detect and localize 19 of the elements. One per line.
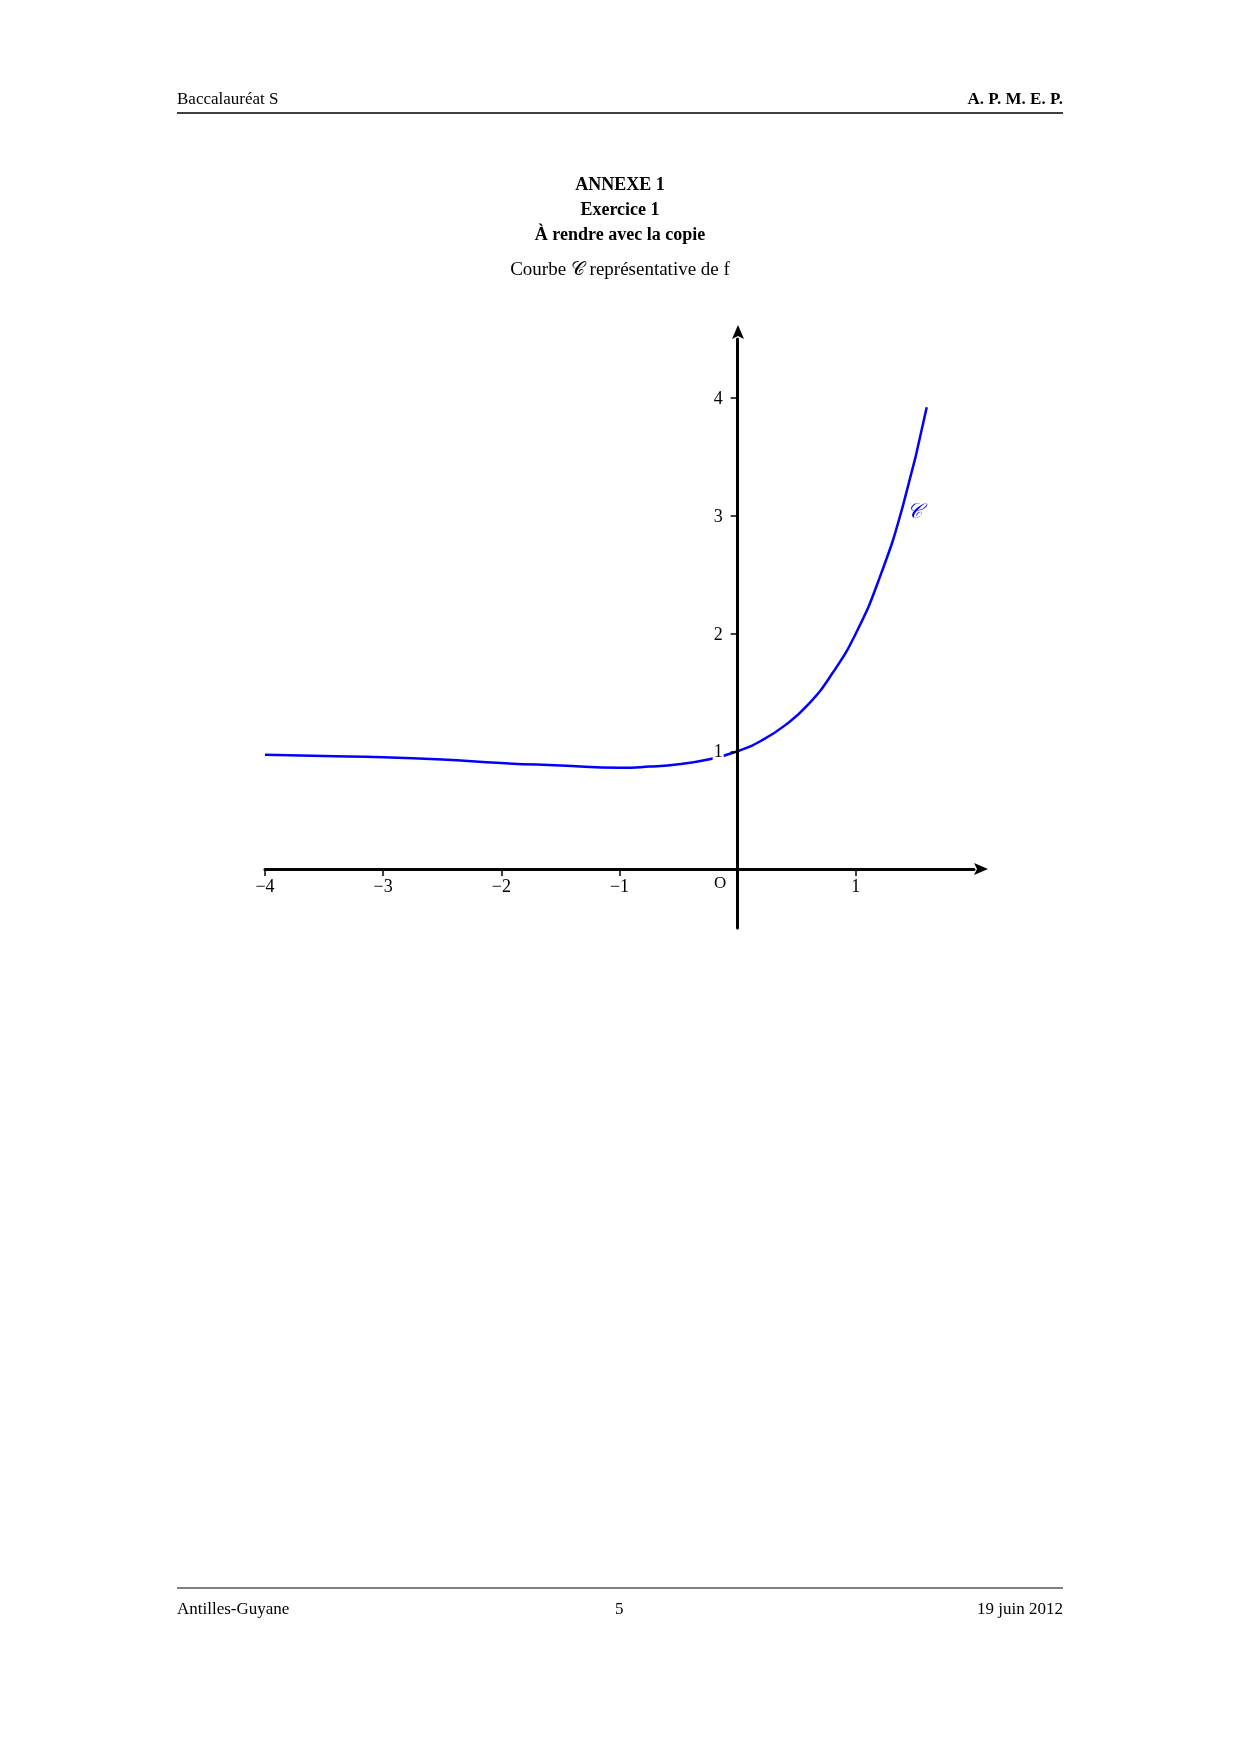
line-series (263, 406, 928, 770)
text: 5 (615, 1599, 624, 1618)
text: Antilles-Guyane (177, 1599, 290, 1618)
text: A. P. M. E. P. (967, 89, 1063, 108)
y-tick-label: 3 (713, 505, 723, 526)
x-tick-label: −1 (609, 876, 630, 897)
x-tick-label: −2 (491, 876, 511, 897)
annotation: 𝒞 (907, 498, 928, 523)
y-tick-label: 4 (713, 387, 723, 408)
x-tick-label: −3 (373, 876, 393, 897)
annotation: O (714, 873, 727, 892)
chart-title: ANNEXE 1 Exercice 1 À rendre avec la copie (534, 173, 706, 244)
x-tick-label: −4 (255, 876, 275, 897)
text: Baccalauréat S (177, 89, 279, 108)
text: 19 juin 2012 (977, 1599, 1064, 1618)
y-tick-label: 1 (713, 741, 723, 762)
x-tick-label: 1 (851, 876, 861, 897)
chart-subtitle: Courbe 𝒞 représentative de f (510, 258, 731, 279)
y-tick-label: 2 (713, 623, 723, 644)
